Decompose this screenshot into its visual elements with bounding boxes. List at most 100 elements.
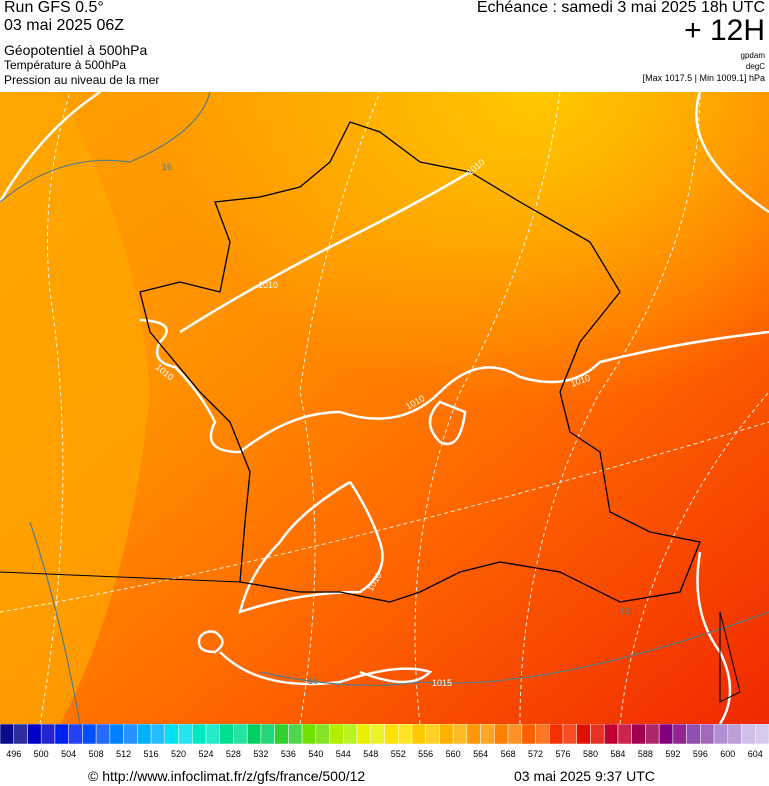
valid-time: Echéance : samedi 3 mai 2025 18h UTC bbox=[476, 0, 765, 16]
scale-label: 508 bbox=[89, 749, 104, 759]
scale-cell bbox=[713, 724, 729, 745]
scale-label: 564 bbox=[473, 749, 488, 759]
scale-label: 540 bbox=[308, 749, 323, 759]
field-shading bbox=[0, 92, 150, 724]
scale-cell bbox=[164, 724, 179, 745]
scale-cell bbox=[150, 724, 166, 745]
scale-cell bbox=[631, 724, 646, 745]
scale-label: 520 bbox=[171, 749, 186, 759]
scale-label: 568 bbox=[501, 749, 516, 759]
scale-cell bbox=[54, 724, 69, 745]
scale-cell bbox=[617, 724, 632, 745]
scale-cell bbox=[205, 724, 220, 745]
scale-label: 584 bbox=[610, 749, 625, 759]
scale-cell bbox=[0, 724, 14, 745]
scale-cell bbox=[178, 724, 193, 745]
field: Géopotentiel à 500hPa bbox=[4, 42, 148, 58]
scale-cell bbox=[27, 724, 42, 745]
scale-cell bbox=[411, 724, 426, 745]
issue-time: 03 mai 2025 9:37 UTC bbox=[514, 768, 655, 784]
scale-cell bbox=[13, 724, 28, 745]
scale-label: 504 bbox=[61, 749, 76, 759]
scale-cell bbox=[137, 724, 152, 745]
map: 16 16 16 1010 1010 1010 1010 1010 1010 1… bbox=[0, 92, 769, 724]
contour-label: 16 bbox=[620, 606, 630, 616]
temperature-isolines bbox=[0, 92, 769, 724]
scale-label: 596 bbox=[693, 749, 708, 759]
unit: degC bbox=[745, 62, 765, 71]
scale-cell bbox=[274, 724, 289, 745]
scale-cell bbox=[658, 724, 674, 745]
scale-cell bbox=[40, 724, 56, 745]
isotherm-16 bbox=[0, 92, 769, 724]
coastline bbox=[0, 571, 741, 703]
scale-label: 560 bbox=[446, 749, 461, 759]
scale-cell bbox=[590, 724, 605, 745]
scale-label: 516 bbox=[144, 749, 159, 759]
france-outline bbox=[139, 121, 701, 603]
scale-cell bbox=[672, 724, 687, 745]
unit: gpdam bbox=[740, 51, 765, 60]
scale-cell bbox=[603, 724, 619, 745]
scale-cell bbox=[233, 724, 248, 745]
scale-cell bbox=[356, 724, 372, 745]
scale-cell bbox=[686, 724, 701, 745]
lead-time: + 12H bbox=[684, 14, 765, 47]
scale-label: 536 bbox=[281, 749, 296, 759]
scale-label: 576 bbox=[556, 749, 571, 759]
scale-cell bbox=[288, 724, 303, 745]
scale-cell bbox=[343, 724, 358, 745]
scale-label: 500 bbox=[34, 749, 49, 759]
field: Pression au niveau de la mer bbox=[4, 73, 160, 87]
scale-label: 572 bbox=[528, 749, 543, 759]
scale-label: 588 bbox=[638, 749, 653, 759]
scale-cell bbox=[192, 724, 207, 745]
scale-label: 604 bbox=[748, 749, 763, 759]
field: Température à 500hPa bbox=[4, 58, 127, 72]
scale-label: 552 bbox=[391, 749, 406, 759]
scale-cell bbox=[329, 724, 344, 745]
scale-cell bbox=[576, 724, 591, 745]
scale-cell bbox=[755, 724, 769, 745]
scale-label: 524 bbox=[198, 749, 213, 759]
scale-cell bbox=[95, 724, 111, 745]
scale-cell bbox=[219, 724, 234, 745]
scale-label: 496 bbox=[6, 749, 21, 759]
scale-cell bbox=[700, 724, 715, 745]
scale-cell bbox=[397, 724, 413, 745]
scale-cell bbox=[260, 724, 275, 745]
scale-cell bbox=[507, 724, 523, 745]
scale-cell bbox=[315, 724, 330, 745]
scale-cell bbox=[452, 724, 468, 745]
scale-label: 528 bbox=[226, 749, 241, 759]
scale-cell bbox=[68, 724, 83, 745]
scale-cell bbox=[535, 724, 550, 745]
scale-cell bbox=[741, 724, 756, 745]
scale-cell bbox=[439, 724, 454, 745]
scale-label: 544 bbox=[336, 749, 351, 759]
scale-cell bbox=[301, 724, 317, 745]
scale-cell bbox=[82, 724, 97, 745]
range: [Max 1017.5 | Min 1009.1] hPa bbox=[642, 73, 765, 83]
scale-cell bbox=[727, 724, 742, 745]
scale-cell bbox=[425, 724, 440, 745]
scale-cell bbox=[480, 724, 495, 745]
scale-cell bbox=[645, 724, 660, 745]
contour-label: 1015 bbox=[432, 678, 452, 688]
scale-label: 600 bbox=[720, 749, 735, 759]
color-scale: 496 500 504 508 512 516 520 524 528 532 536 540 544 5… bbox=[0, 724, 769, 759]
scale-label: 512 bbox=[116, 749, 131, 759]
scale-cell bbox=[466, 724, 481, 745]
contour-label: 16 bbox=[308, 676, 318, 686]
scale-label: 548 bbox=[363, 749, 378, 759]
contour-label: 16 bbox=[162, 162, 172, 172]
scale-cell bbox=[562, 724, 578, 745]
scale-label: 556 bbox=[418, 749, 433, 759]
scale-label: 592 bbox=[665, 749, 680, 759]
scale-cell bbox=[549, 724, 564, 745]
scale-cell bbox=[521, 724, 536, 745]
run: Run GFS 0.5° bbox=[4, 0, 104, 16]
scale-cell bbox=[246, 724, 262, 745]
scale-cell bbox=[370, 724, 385, 745]
